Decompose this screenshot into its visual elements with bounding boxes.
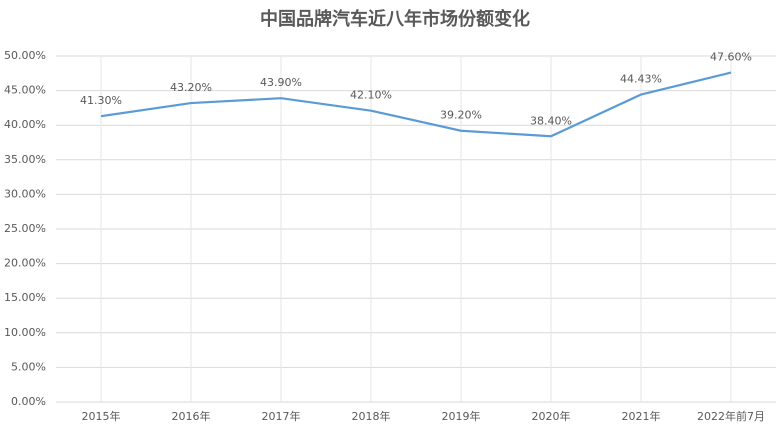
y-tick-label: 30.00% — [4, 187, 46, 200]
y-tick-label: 5.00% — [11, 360, 46, 373]
y-tick-label: 40.00% — [4, 118, 46, 131]
data-label: 43.20% — [170, 81, 212, 94]
chart-title: 中国品牌汽车近八年市场份额变化 — [260, 8, 530, 30]
y-tick-label: 15.00% — [4, 291, 46, 304]
y-tick-label: 10.00% — [4, 326, 46, 339]
data-label: 47.60% — [710, 51, 752, 64]
data-line — [100, 71, 732, 138]
data-label: 44.43% — [620, 73, 662, 86]
y-tick-label: 0.00% — [11, 395, 46, 408]
x-tick-label: 2017年 — [262, 409, 301, 423]
data-label: 42.10% — [350, 89, 392, 102]
y-tick-label: 50.00% — [4, 49, 46, 62]
x-tick-label: 2015年 — [82, 409, 121, 423]
x-tick-label: 2022年前7月 — [697, 409, 765, 423]
x-tick-label: 2018年 — [352, 409, 391, 423]
data-label: 38.40% — [530, 114, 572, 127]
y-tick-label: 25.00% — [4, 222, 46, 235]
data-label: 41.30% — [80, 94, 122, 107]
x-tick-label: 2016年 — [172, 409, 211, 423]
data-label: 39.20% — [440, 109, 482, 122]
y-tick-label: 45.00% — [4, 84, 46, 97]
x-tick-label: 2019年 — [442, 409, 481, 423]
x-tick-label: 2021年 — [622, 409, 661, 423]
data-label: 43.90% — [260, 76, 302, 89]
y-tick-label: 20.00% — [4, 257, 46, 270]
y-tick-label: 35.00% — [4, 153, 46, 166]
x-tick-label: 2020年 — [532, 409, 571, 423]
